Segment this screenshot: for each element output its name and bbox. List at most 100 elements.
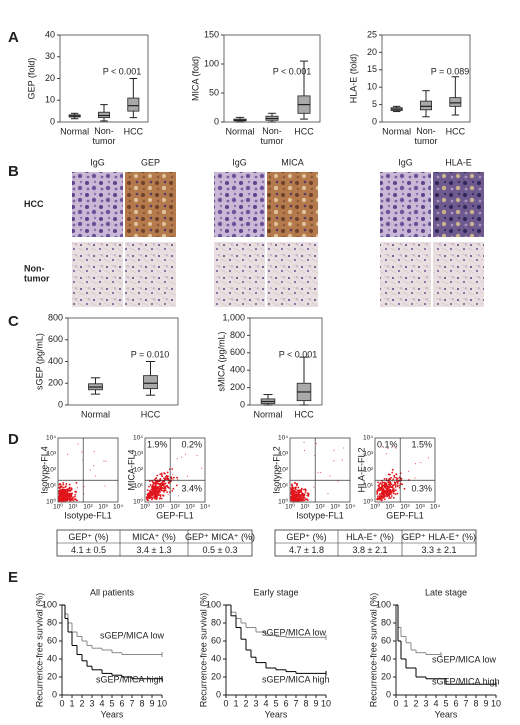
y-tick-label: 600 — [230, 347, 245, 357]
series-label: sGEP/MICA high — [432, 676, 500, 686]
y-tick-label: 10² — [134, 467, 144, 474]
y-tick-label: 200 — [230, 382, 245, 392]
box — [449, 97, 462, 107]
panel-label: A — [8, 29, 19, 46]
event — [148, 493, 150, 496]
event — [156, 491, 159, 493]
quadrant-label: 3.4% — [181, 484, 202, 494]
event — [166, 491, 168, 494]
box — [420, 100, 432, 111]
event — [181, 456, 183, 458]
x-tick-label: 5 — [273, 698, 278, 708]
y-tick-label: 20 — [381, 671, 391, 681]
y-tick-label: 150 — [204, 29, 219, 39]
x-tick-label: Normal — [253, 409, 282, 419]
table-cell: 3.3 ± 2.1 — [422, 545, 457, 555]
event — [164, 472, 166, 475]
event — [160, 488, 162, 490]
micrograph — [380, 242, 431, 307]
y-tick-label: 0 — [50, 116, 55, 126]
y-axis-label: Isotype-FL4 — [39, 446, 49, 494]
event — [394, 489, 397, 492]
x-tick-label: HCC — [446, 126, 466, 136]
event — [150, 485, 153, 488]
x-tick-label: 10 — [157, 698, 167, 708]
event — [301, 492, 304, 495]
x-axis-label: Isotype-FL1 — [64, 510, 112, 520]
event — [184, 453, 186, 455]
event — [148, 497, 151, 500]
event — [81, 451, 83, 453]
event — [378, 493, 381, 496]
event — [397, 480, 400, 483]
series-label: sGEP/MICA high — [262, 674, 330, 684]
x-tick-label: 0 — [59, 698, 64, 708]
event — [155, 477, 158, 479]
micrograph — [267, 172, 318, 237]
y-tick-label: 0 — [240, 399, 245, 409]
y-tick-label: 0 — [372, 116, 377, 126]
y-tick-label: 0 — [214, 116, 219, 126]
event — [292, 487, 295, 490]
event — [315, 443, 317, 445]
event — [343, 447, 345, 449]
event — [291, 485, 294, 488]
event — [388, 490, 390, 493]
event — [293, 481, 296, 484]
x-tick-label: 10⁴ — [113, 504, 123, 511]
event — [167, 475, 169, 478]
event — [291, 483, 293, 486]
event — [154, 487, 156, 490]
x-tick-label: 5 — [443, 698, 448, 708]
y-axis-label: Recurrence-free survival (%) — [34, 593, 44, 708]
y-tick-label: 10² — [364, 467, 374, 474]
event — [389, 497, 392, 499]
x-tick-label: 10⁰ — [53, 503, 63, 511]
event — [317, 472, 319, 474]
event — [393, 489, 395, 492]
y-tick-label: 20 — [45, 73, 55, 83]
event — [66, 499, 69, 502]
event — [68, 486, 71, 489]
column-header: HLA-E — [445, 157, 472, 167]
event — [153, 496, 155, 498]
y-tick-label: 600 — [48, 334, 63, 344]
y-tick-label: 10 — [367, 82, 377, 92]
event — [159, 478, 162, 480]
event — [291, 499, 294, 502]
quadrant-label: 0.3% — [411, 484, 432, 494]
event — [333, 449, 335, 451]
y-tick-label: 10⁴ — [363, 435, 373, 442]
x-axis-label: Years — [101, 709, 124, 719]
y-axis-label: sGEP (pg/mL) — [34, 333, 44, 390]
event — [303, 488, 305, 491]
y-axis-label: Isotype-FL2 — [271, 446, 281, 494]
event — [391, 468, 394, 471]
x-tick-label: 7 — [463, 698, 468, 708]
event — [149, 490, 152, 493]
event — [168, 487, 170, 489]
event — [160, 489, 163, 492]
y-tick-label: 10¹ — [134, 483, 144, 490]
event — [68, 493, 71, 496]
table-header: HLA-E⁺ (%) — [346, 532, 394, 542]
event — [377, 495, 379, 498]
column-header: IgG — [398, 157, 413, 167]
event — [158, 489, 161, 492]
plot-frame — [67, 317, 179, 406]
event — [175, 484, 178, 487]
event — [320, 472, 322, 474]
x-tick-label: Normal — [60, 126, 89, 136]
event — [161, 487, 164, 489]
series-label: sGEP/MICA high — [96, 674, 164, 684]
y-tick-label: 10³ — [47, 451, 57, 458]
event — [295, 486, 297, 489]
event — [176, 476, 178, 479]
event — [386, 495, 389, 498]
x-axis-label: Years — [265, 709, 288, 719]
x-axis-label: Years — [435, 709, 458, 719]
event — [156, 481, 159, 484]
event — [388, 477, 391, 480]
x-tick-label: 0 — [223, 698, 228, 708]
x-tick-label: Non-tumor — [414, 126, 437, 146]
